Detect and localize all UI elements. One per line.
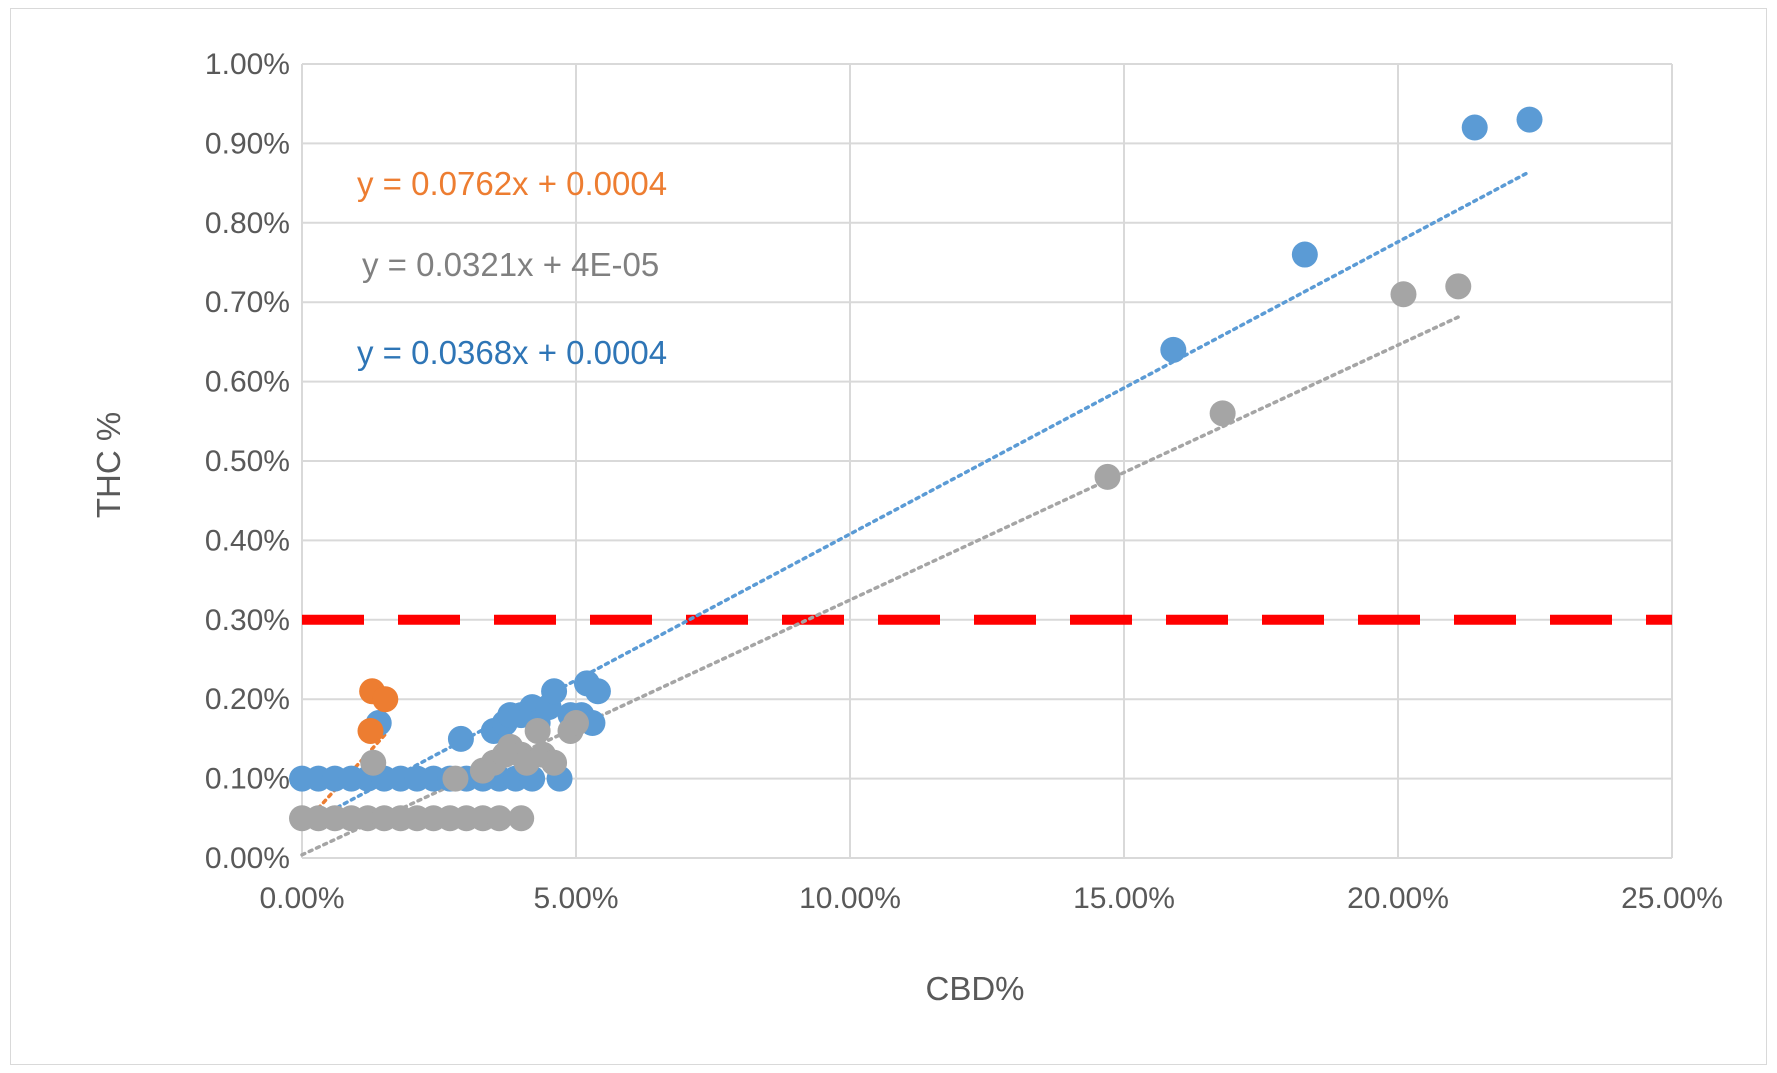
data-points: [289, 106, 1543, 832]
y-tick-label: 0.60%: [205, 366, 290, 399]
x-tick-label: 0.00%: [259, 882, 344, 915]
equation-series-3: y = 0.0762x + 0.0004: [357, 165, 667, 202]
tick-labels: 0.00% 0.10% 0.20% 0.30% 0.40% 0.50% 0.60% 0.70%…: [205, 48, 1723, 915]
x-tick-label: 20.00%: [1347, 882, 1449, 915]
x-tick-label: 10.00%: [799, 882, 901, 915]
y-tick-label: 0.90%: [205, 127, 290, 160]
y-tick-label: 0.50%: [205, 445, 290, 478]
data-point-series-2: [1445, 273, 1472, 300]
data-point-series-2: [1094, 463, 1121, 490]
y-tick-label: 0.40%: [205, 524, 290, 557]
equation-series-1: y = 0.0368x + 0.0004: [357, 334, 667, 371]
x-tick-label: 15.00%: [1073, 882, 1175, 915]
y-tick-label: 0.10%: [205, 763, 290, 796]
y-tick-label: 0.30%: [205, 604, 290, 637]
data-point-series-3: [357, 717, 384, 744]
data-point-series-1: [1291, 241, 1318, 268]
data-point-series-1: [1160, 336, 1187, 363]
y-tick-label: 0.70%: [205, 286, 290, 319]
data-point-series-2: [486, 805, 513, 832]
y-tick-label: 0.20%: [205, 683, 290, 716]
data-point-series-2: [541, 749, 568, 776]
data-point-series-2: [508, 805, 535, 832]
y-tick-label: 0.00%: [205, 842, 290, 875]
x-tick-label: 25.00%: [1621, 882, 1723, 915]
data-point-series-2: [360, 749, 387, 776]
y-tick-label: 1.00%: [205, 48, 290, 81]
data-point-series-2: [524, 717, 551, 744]
x-axis-title: CBD%: [925, 970, 1024, 1007]
equation-series-2: y = 0.0321x + 4E-05: [362, 246, 659, 283]
data-point-series-1: [447, 725, 474, 752]
data-point-series-2: [563, 710, 589, 737]
y-tick-label: 0.80%: [205, 207, 290, 240]
data-point-series-2: [442, 765, 469, 792]
y-axis-title: THC %: [90, 412, 127, 518]
data-point-series-2: [1390, 281, 1417, 308]
data-point-series-1: [541, 678, 568, 705]
data-point-series-1: [584, 678, 611, 705]
data-point-series-2: [1209, 400, 1236, 427]
data-point-series-3: [372, 686, 399, 713]
data-point-series-1: [1516, 106, 1543, 133]
x-tick-label: 5.00%: [533, 882, 618, 915]
trendline-equations: y = 0.0762x + 0.0004 y = 0.0321x + 4E-05…: [357, 165, 667, 371]
data-point-series-1: [1461, 114, 1488, 141]
